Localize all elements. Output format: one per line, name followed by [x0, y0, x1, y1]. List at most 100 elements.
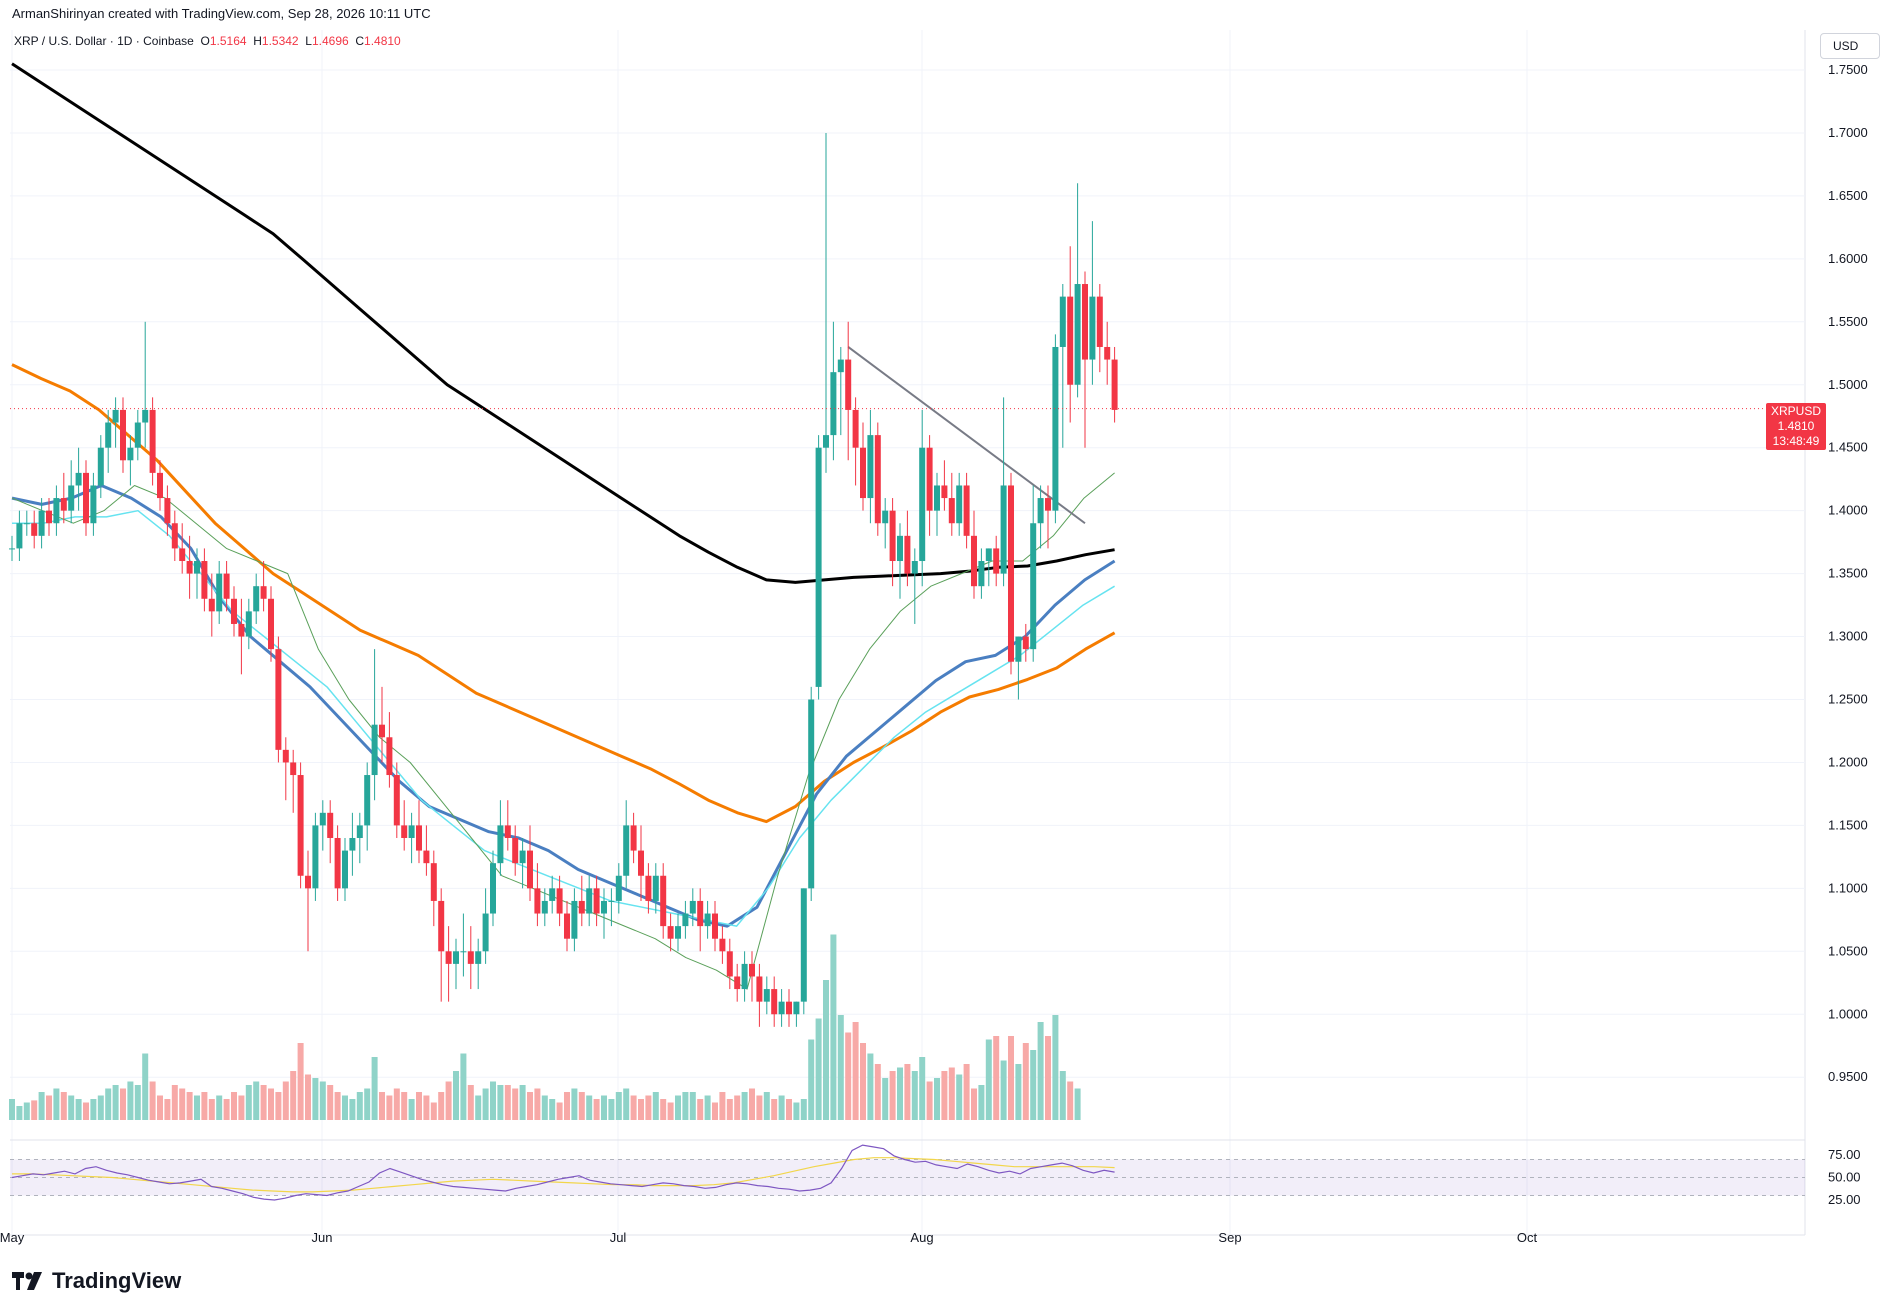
rsi-tick-label: 75.00: [1828, 1147, 1861, 1162]
candle-body: [179, 548, 186, 562]
volume-bar: [778, 1095, 785, 1120]
volume-bar: [667, 1102, 674, 1120]
volume-bar: [586, 1095, 593, 1120]
volume-bar: [490, 1081, 496, 1120]
volume-bar: [327, 1085, 334, 1120]
volume-bar: [608, 1099, 615, 1120]
candle-body: [860, 447, 866, 499]
volume-bar: [845, 1032, 852, 1120]
low-label: L: [305, 34, 312, 48]
volume-bar: [149, 1081, 156, 1120]
rsi-tick-label: 25.00: [1828, 1192, 1861, 1207]
volume-bar: [194, 1095, 200, 1120]
volume-bar: [823, 980, 829, 1120]
volume-bar: [342, 1095, 348, 1120]
candle-body: [1022, 636, 1029, 650]
volume-bar: [756, 1095, 763, 1120]
volume-bar: [934, 1078, 940, 1120]
price-tag-countdown: 13:48:49: [1772, 434, 1820, 448]
candle-body: [445, 951, 452, 964]
volume-bar: [512, 1088, 519, 1120]
volume-bar: [334, 1092, 341, 1120]
candle-body: [1059, 296, 1066, 347]
volume-bar: [430, 1102, 437, 1120]
candle-body: [290, 762, 297, 776]
price-tick-label: 1.4500: [1828, 440, 1868, 455]
volume-bar: [38, 1092, 45, 1120]
candle-body: [963, 485, 970, 536]
candle-body: [460, 951, 467, 953]
candle-body: [1008, 485, 1014, 662]
time-tick-label: Oct: [1517, 1230, 1538, 1245]
candle-body: [630, 825, 637, 851]
currency-button[interactable]: USD: [1820, 33, 1880, 59]
volume-bar: [364, 1088, 371, 1120]
volume-bar: [1000, 1060, 1007, 1120]
volume-bar: [704, 1095, 711, 1120]
candle-body: [615, 875, 622, 901]
volume-bar: [268, 1088, 274, 1120]
candle-body: [297, 775, 304, 876]
candle-body: [245, 611, 252, 637]
candle-body: [423, 850, 430, 864]
volume-bar: [497, 1085, 504, 1120]
volume-bar: [978, 1085, 985, 1120]
candle-body: [268, 598, 274, 650]
candle-body: [305, 875, 311, 889]
volume-bar: [238, 1095, 245, 1120]
candle-body: [1111, 359, 1118, 410]
volume-bar: [157, 1095, 163, 1120]
volume-bar: [231, 1092, 237, 1120]
volume-bar: [46, 1095, 52, 1120]
candle-body: [334, 837, 341, 889]
candle-body: [815, 447, 822, 687]
candle-body: [371, 724, 378, 776]
volume-bar: [208, 1099, 215, 1120]
candle-body: [719, 938, 726, 952]
volume-bar: [904, 1064, 911, 1120]
volume-bar: [771, 1099, 778, 1120]
candle-body: [608, 900, 615, 902]
candle-body: [1082, 284, 1088, 360]
candle-body: [601, 900, 607, 914]
volume-bar: [882, 1078, 889, 1120]
volume-bar: [53, 1088, 60, 1120]
candle-body: [934, 485, 940, 511]
resistance-trendline: [847, 346, 1086, 525]
volume-bar: [127, 1081, 134, 1120]
volume-bar: [830, 934, 837, 1120]
volume-bar: [1045, 1036, 1051, 1120]
candle-body: [149, 409, 156, 473]
tradingview-logo[interactable]: TradingView: [12, 1268, 181, 1294]
ma50-line: [11, 484, 1116, 928]
volume-bar: [1067, 1081, 1074, 1120]
volume-bar: [1022, 1043, 1029, 1120]
volume-bar: [948, 1067, 955, 1120]
logo-text: TradingView: [52, 1268, 182, 1293]
candle-body: [793, 1001, 800, 1015]
candle-body: [512, 837, 519, 864]
candle-body: [882, 510, 889, 524]
volume-bar: [689, 1092, 696, 1120]
volume-bar: [83, 1102, 89, 1120]
volume-bar: [534, 1088, 541, 1120]
candle-body: [541, 900, 548, 914]
candle-body: [527, 850, 533, 889]
volume-bar: [305, 1074, 311, 1120]
candle-body: [778, 1001, 785, 1015]
price-tag-ticker: XRPUSD: [1770, 404, 1821, 418]
candle-body: [667, 926, 674, 939]
candle-body: [993, 548, 1000, 574]
volume-bar: [919, 1057, 926, 1120]
volume-bar: [660, 1099, 667, 1120]
volume-bar: [186, 1092, 193, 1120]
candle-body: [1000, 485, 1007, 574]
volume-bar: [578, 1092, 585, 1120]
candle-body: [586, 888, 593, 914]
volume-bar: [956, 1074, 963, 1120]
candle-body: [379, 724, 385, 738]
candle-body: [238, 623, 245, 637]
candle-body: [38, 510, 45, 536]
volume-bar: [911, 1071, 918, 1120]
